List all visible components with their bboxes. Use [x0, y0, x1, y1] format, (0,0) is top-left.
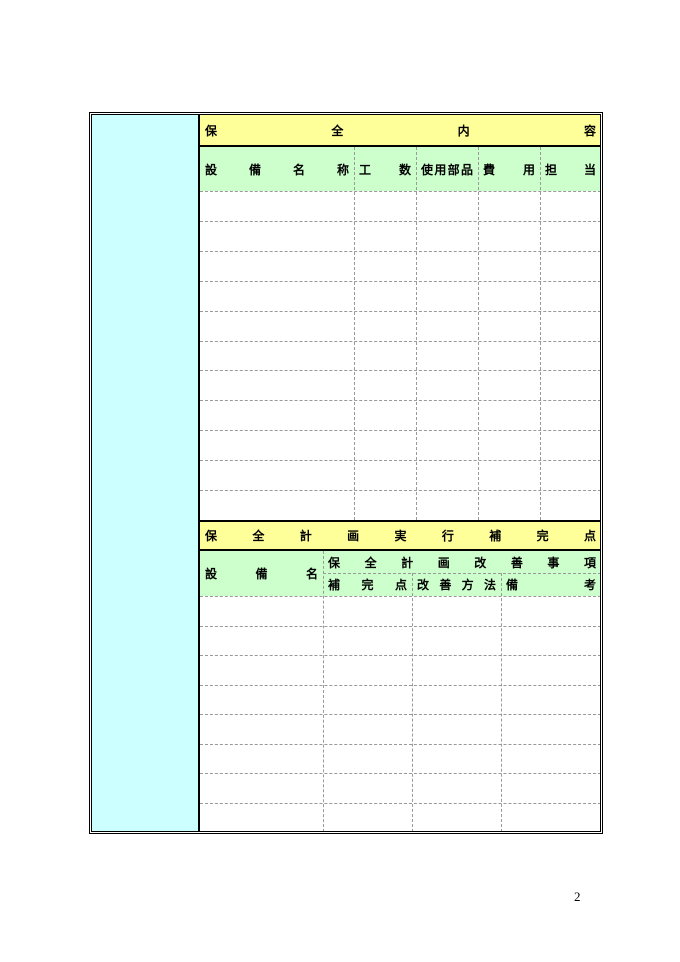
page-frame: [89, 112, 603, 834]
table-row: [200, 773, 601, 774]
header-text: 備考: [506, 578, 596, 592]
header-text: 設備名称: [205, 162, 349, 177]
title-text: 保全内容: [205, 123, 596, 138]
table-row: [200, 626, 601, 627]
column-header: 担当: [540, 147, 601, 191]
table-row: [200, 221, 601, 222]
column-header: 設備名: [200, 551, 323, 596]
table-row: [200, 744, 601, 745]
column-header: 補完点: [323, 573, 412, 596]
column-header: 設備名称: [200, 147, 354, 191]
table-row: [200, 370, 601, 371]
table-row: [200, 430, 601, 431]
column-divider: [478, 147, 479, 520]
column-divider: [501, 573, 502, 832]
column-header: 費用: [478, 147, 540, 191]
column-divider: [354, 147, 355, 520]
column-divider: [416, 147, 417, 520]
header-text: 費用: [483, 162, 535, 177]
header-text: 保全計画改善事項: [328, 555, 596, 570]
header-text: 改善方法: [417, 578, 496, 592]
maintenance-content-title: 保全内容: [200, 115, 601, 147]
column-header: 改善方法: [412, 573, 501, 596]
table-row: [200, 341, 601, 342]
header-text: 設備名: [205, 567, 318, 581]
header-text: 補完点: [328, 578, 407, 592]
table-row: [200, 803, 601, 804]
column-header: 備考: [501, 573, 601, 596]
table-row: [200, 596, 601, 597]
column-divider: [540, 147, 541, 520]
table-row: [200, 460, 601, 461]
header-text: 使用部品: [421, 162, 473, 177]
column-header: 使用部品: [416, 147, 478, 191]
table-row: [200, 714, 601, 715]
side-panel: [92, 115, 200, 832]
page-number: 2: [574, 889, 581, 904]
table-row: [200, 281, 601, 282]
table-row: [200, 311, 601, 312]
column-divider: [323, 551, 324, 832]
title-text: 保全計画実行補完点: [205, 529, 596, 543]
table-row: [200, 191, 601, 192]
table-row: [200, 400, 601, 401]
column-header: 工数: [354, 147, 416, 191]
table-row: [200, 490, 601, 491]
column-divider: [412, 573, 413, 832]
table-row: [200, 655, 601, 656]
table-row: [200, 251, 601, 252]
group-header: 保全計画改善事項: [323, 551, 601, 573]
header-text: 工数: [359, 162, 411, 177]
plan-supplement-title: 保全計画実行補完点: [200, 520, 601, 551]
header-text: 担当: [545, 162, 596, 177]
header-divider: [323, 573, 601, 574]
table-row: [200, 685, 601, 686]
